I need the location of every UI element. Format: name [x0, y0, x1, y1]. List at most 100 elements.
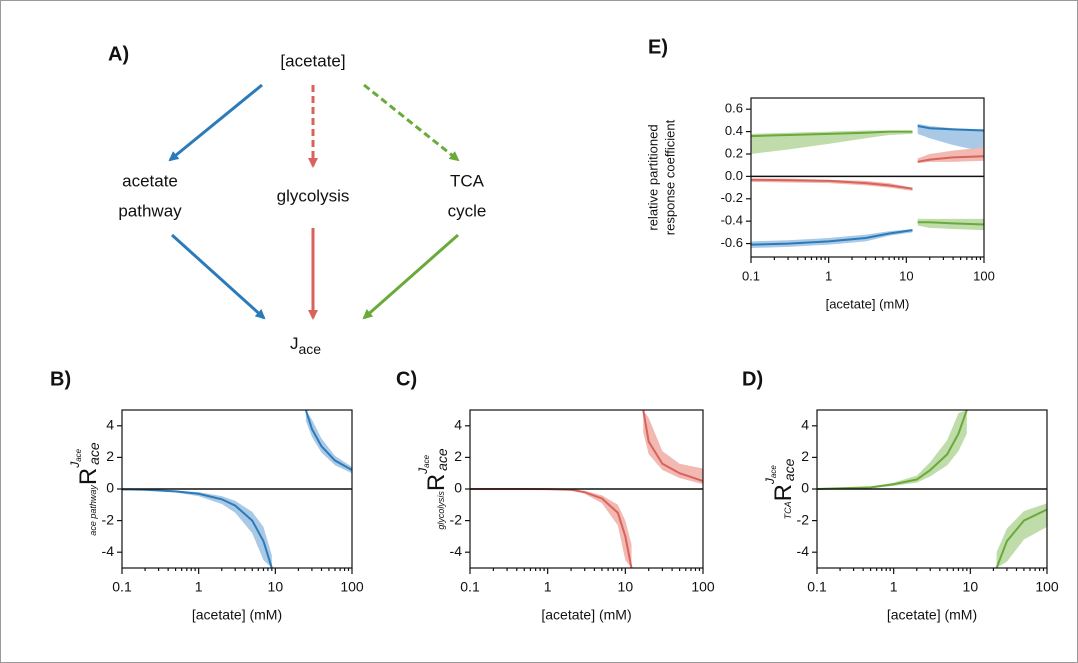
ylabel-sub: ace	[781, 458, 797, 481]
x-tick-label: 10	[268, 579, 284, 595]
band	[751, 130, 913, 154]
y-axis-label: TCARJace ace	[763, 458, 797, 519]
ylabel-sup-sub: ace	[769, 465, 778, 478]
ylabel-prefix: TCA	[783, 501, 793, 519]
x-tick-label: 0.1	[807, 579, 827, 595]
y-tick-label: 4	[801, 417, 809, 433]
x-tick-label: 10	[963, 579, 979, 595]
y-tick-label: 4	[106, 417, 114, 433]
y-tick-label: -0.2	[721, 190, 743, 205]
x-tick-label: 1	[890, 579, 898, 595]
chart: C) -4 -2 0 2 4 0.1 1 10 100 [acetate] (mM) glycolys…	[396, 368, 715, 622]
ylabel-prefix: ace pathway	[88, 485, 98, 536]
y-tick-label: -2	[102, 511, 115, 527]
node-sub: ace	[299, 341, 322, 357]
arrow	[170, 233, 266, 320]
x-axis-label: [acetate] (mM)	[826, 296, 910, 311]
y-tick-label: -4	[450, 543, 463, 559]
ylabel-main: R	[75, 468, 102, 485]
x-tick-label: 0.1	[460, 579, 480, 595]
ylabel-sup: J	[68, 461, 82, 469]
x-tick-label: 1	[195, 579, 203, 595]
plot-area	[751, 123, 984, 249]
node: pathway	[118, 201, 182, 220]
chart: D) -4 -2 0 2 4 0.1 1 10 100 [acetate] (mM) TCARJace…	[742, 368, 1059, 622]
y-tick-label: 4	[454, 417, 462, 433]
panel-label: B)	[50, 368, 71, 390]
y-axis-label: relative partitioned	[645, 124, 660, 230]
y-axis-label: response coefficient	[662, 119, 677, 235]
ylabel-sup-sub: ace	[422, 454, 431, 467]
line	[817, 410, 968, 490]
diagram: A) [acetate] acetate pathway glycolysis …	[108, 43, 486, 356]
band	[643, 410, 703, 485]
y-tick-label: -0.4	[721, 213, 743, 228]
plot-area	[817, 410, 1047, 568]
y-tick-label: 2	[106, 448, 114, 464]
ylabel-main: R	[423, 474, 450, 491]
band	[996, 503, 1047, 568]
line	[122, 488, 273, 568]
band	[470, 489, 632, 568]
y-tick-label: 0	[454, 480, 462, 496]
band	[751, 178, 913, 191]
x-tick-label: 100	[1035, 579, 1059, 595]
arrow	[362, 233, 459, 320]
line	[917, 155, 984, 163]
node: [acetate]	[280, 51, 345, 70]
node: glycolysis	[277, 186, 350, 205]
panel-label: D)	[742, 368, 763, 390]
ylabel-prefix: glycolysis	[436, 491, 446, 530]
band	[122, 489, 272, 568]
panel-label: C)	[396, 368, 417, 390]
y-tick-label: -2	[797, 511, 810, 527]
line	[304, 410, 352, 471]
y-tick-label: 0.2	[725, 145, 743, 160]
arrow	[363, 83, 460, 162]
y-tick-label: -4	[102, 543, 115, 559]
y-tick-label: -4	[797, 543, 810, 559]
line	[995, 508, 1047, 568]
line	[642, 410, 703, 483]
ylabel-sup: J	[416, 467, 430, 475]
x-axis-label: [acetate] (mM)	[541, 607, 631, 623]
panel-label: E)	[648, 36, 668, 58]
line	[917, 221, 984, 226]
plot-area	[122, 410, 352, 568]
x-tick-label: 0.1	[742, 268, 760, 283]
y-axis-label: ace pathwayRJace ace	[68, 442, 102, 536]
ylabel-sup-sub: ace	[74, 448, 83, 461]
line	[751, 130, 913, 138]
x-tick-label: 1	[825, 268, 832, 283]
node: cycle	[448, 201, 487, 220]
ylabel-sub: ace	[86, 442, 102, 465]
x-axis-label: [acetate] (mM)	[192, 607, 282, 623]
x-tick-label: 100	[973, 268, 995, 283]
y-tick-label: -2	[450, 511, 463, 527]
chart: B) -4 -2 0 2 4 0.1 1 10 100 [acetate] (mM) ace path…	[50, 368, 364, 622]
y-tick-label: 0.0	[725, 168, 743, 183]
y-tick-label: 2	[454, 448, 462, 464]
ylabel-sup: J	[763, 477, 777, 485]
node-main: J	[290, 334, 299, 353]
line	[917, 125, 984, 132]
ylabel-main: R	[770, 484, 797, 501]
x-tick-label: 10	[618, 579, 634, 595]
chart: E) -0.6 -0.4 -0.2 0.0 0.2 0.4 0.6 0.1 1 10 100 [acet…	[645, 36, 994, 311]
arrow	[168, 83, 263, 162]
x-tick-label: 10	[899, 268, 913, 283]
node: acetate	[122, 171, 178, 190]
y-tick-label: 2	[801, 448, 809, 464]
x-tick-label: 0.1	[112, 579, 132, 595]
x-axis-label: [acetate] (mM)	[887, 607, 977, 623]
band	[817, 410, 967, 489]
x-tick-label: 100	[691, 579, 715, 595]
node: TCA	[450, 171, 485, 190]
y-tick-label: 0	[106, 480, 114, 496]
y-tick-label: -0.6	[721, 235, 743, 250]
ylabel-sub: ace	[434, 448, 450, 471]
y-tick-label: 0.4	[725, 123, 743, 138]
y-axis-label: glycolysisRJace ace	[416, 448, 450, 530]
